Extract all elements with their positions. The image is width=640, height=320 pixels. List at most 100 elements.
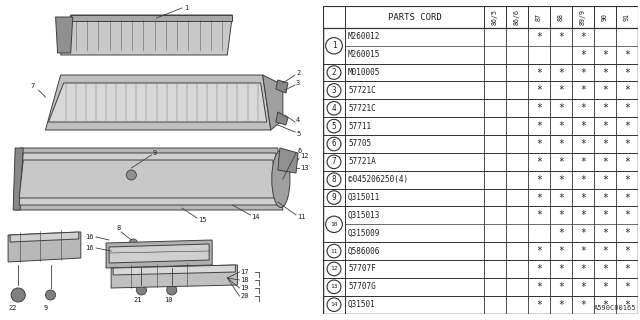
Text: *: * [580,264,586,274]
Text: *: * [602,157,608,167]
Polygon shape [71,15,232,21]
Text: *: * [580,246,586,256]
Text: 86/5: 86/5 [492,9,498,25]
Circle shape [327,280,341,294]
Text: *: * [558,139,564,149]
Polygon shape [109,244,209,263]
Text: 57711: 57711 [348,122,371,131]
Circle shape [129,239,138,247]
Text: 22: 22 [8,305,17,311]
Text: *: * [602,210,608,220]
Text: *: * [536,157,542,167]
Text: 86/6: 86/6 [514,9,520,25]
Text: *: * [536,282,542,292]
Polygon shape [111,265,237,288]
Text: 11: 11 [297,214,305,220]
Text: *: * [558,264,564,274]
Text: *: * [536,32,542,42]
Text: *: * [558,282,564,292]
Text: ©045206250(4): ©045206250(4) [348,175,408,184]
Text: A590C00165: A590C00165 [593,305,636,311]
Text: *: * [624,300,630,310]
Text: 90: 90 [602,13,608,21]
Text: 12: 12 [330,267,338,271]
Text: 7: 7 [332,157,336,166]
Text: Q31501: Q31501 [348,300,376,309]
Text: *: * [624,68,630,77]
Text: 16: 16 [85,245,93,251]
Circle shape [327,244,341,258]
Text: *: * [624,50,630,60]
Polygon shape [8,232,81,262]
Text: *: * [580,282,586,292]
Text: *: * [602,175,608,185]
Text: *: * [602,85,608,95]
Text: *: * [536,85,542,95]
Text: *: * [580,139,586,149]
Polygon shape [13,148,23,210]
Text: 57721C: 57721C [348,104,376,113]
Text: *: * [558,32,564,42]
Circle shape [327,84,341,97]
Text: *: * [558,121,564,131]
Circle shape [11,288,25,302]
Text: M260012: M260012 [348,32,380,41]
Text: *: * [558,193,564,203]
Text: *: * [624,193,630,203]
Polygon shape [262,75,283,130]
Text: 14: 14 [330,302,338,307]
Circle shape [327,298,341,311]
Circle shape [327,191,341,204]
Polygon shape [15,148,283,210]
Text: *: * [558,68,564,77]
Text: 13: 13 [330,284,338,289]
Text: 5: 5 [332,122,336,131]
Text: *: * [624,157,630,167]
Text: *: * [558,300,564,310]
Text: *: * [536,139,542,149]
Text: *: * [580,121,586,131]
Text: *: * [536,175,542,185]
Text: 17: 17 [241,269,249,275]
Text: *: * [602,193,608,203]
Polygon shape [10,232,79,242]
Text: *: * [602,300,608,310]
Text: *: * [624,210,630,220]
Text: *: * [602,50,608,60]
Text: *: * [580,32,586,42]
Text: *: * [624,139,630,149]
Text: *: * [580,103,586,113]
Text: 91: 91 [624,13,630,21]
Text: 4: 4 [296,117,300,123]
Text: *: * [558,246,564,256]
Circle shape [45,290,56,300]
Text: *: * [536,264,542,274]
Text: Q315011: Q315011 [348,193,380,202]
Text: *: * [602,246,608,256]
Text: 21: 21 [133,297,142,303]
Text: M010005: M010005 [348,68,380,77]
Text: PARTS CORD: PARTS CORD [388,13,442,22]
Text: 89/9: 89/9 [580,9,586,25]
Circle shape [327,262,341,276]
Circle shape [327,155,341,169]
Text: 11: 11 [330,249,338,254]
Text: *: * [580,193,586,203]
Polygon shape [61,15,232,55]
Text: 19: 19 [241,285,249,291]
Text: *: * [536,210,542,220]
Text: *: * [602,139,608,149]
Text: *: * [602,103,608,113]
Text: 3: 3 [296,80,300,86]
Circle shape [327,101,341,115]
Text: 2: 2 [296,70,300,76]
Text: 10: 10 [330,222,338,227]
Text: *: * [558,85,564,95]
Text: 3: 3 [332,86,336,95]
Text: 10: 10 [164,297,172,303]
Text: 7: 7 [30,83,35,89]
Text: *: * [558,175,564,185]
Text: *: * [602,264,608,274]
Text: 15: 15 [198,217,207,223]
Circle shape [166,285,177,295]
